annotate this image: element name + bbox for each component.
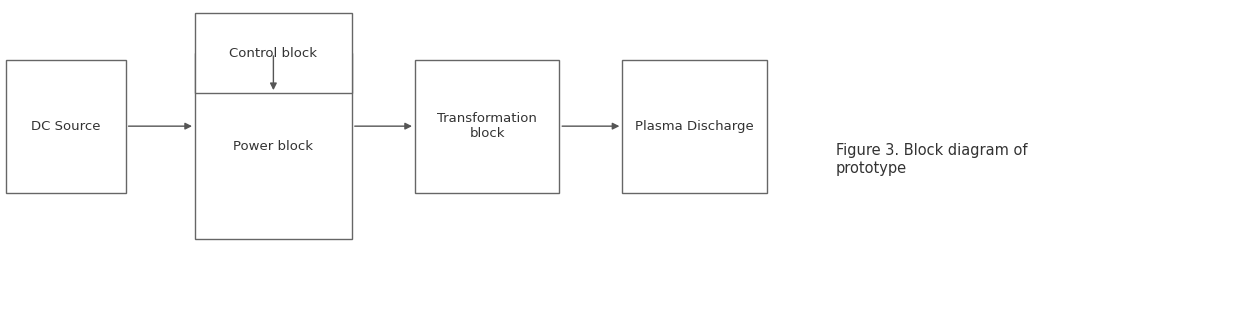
Text: Control block: Control block bbox=[229, 46, 318, 60]
Text: Power block: Power block bbox=[234, 139, 313, 153]
Bar bbox=[622, 60, 767, 193]
Text: Transformation
block: Transformation block bbox=[437, 112, 537, 140]
Text: Figure 3. Block diagram of
prototype: Figure 3. Block diagram of prototype bbox=[836, 143, 1027, 176]
Bar bbox=[415, 60, 559, 193]
Bar bbox=[195, 13, 352, 93]
Text: Plasma Discharge: Plasma Discharge bbox=[635, 120, 754, 133]
Bar bbox=[195, 53, 352, 239]
Bar bbox=[6, 60, 126, 193]
Text: DC Source: DC Source bbox=[31, 120, 101, 133]
